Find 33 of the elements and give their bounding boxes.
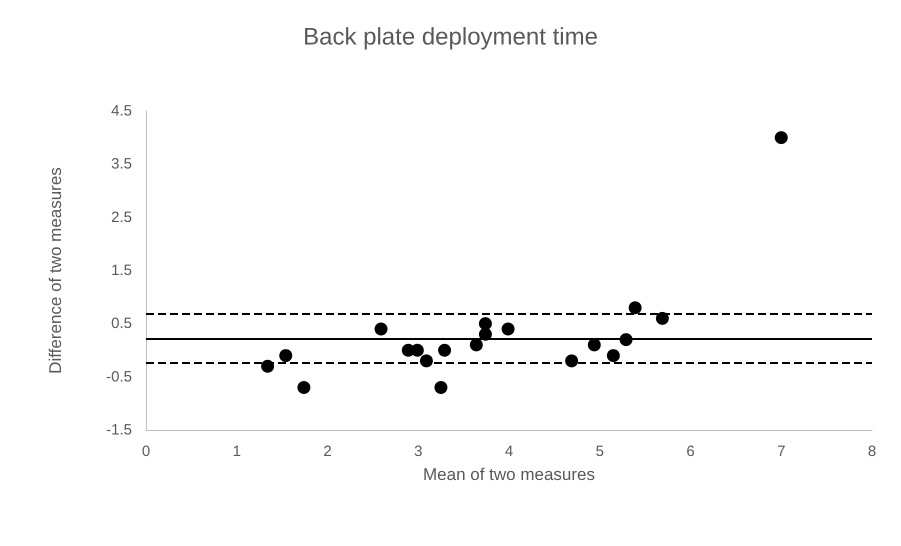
y-tick-label: 1.5	[111, 262, 132, 279]
x-tick-label: 1	[232, 443, 241, 460]
point	[279, 349, 292, 362]
point	[434, 380, 448, 394]
x-tick-label: 5	[596, 443, 604, 460]
y-tick-label: 3.5	[111, 156, 132, 173]
point	[588, 338, 601, 352]
y-tick-label: -0.5	[106, 368, 132, 386]
x-tick-label: 0	[142, 443, 150, 460]
point	[502, 322, 515, 336]
point	[628, 301, 642, 314]
y-axis-title: Difference of two measures	[46, 167, 65, 374]
x-tick-label: 4	[504, 443, 514, 460]
point	[606, 349, 620, 362]
x-tick-label: 8	[868, 443, 876, 460]
x-tick-label: 3	[414, 443, 422, 460]
point	[470, 338, 483, 352]
point	[774, 131, 788, 144]
y-tick-label: 0.5	[111, 315, 132, 332]
point	[410, 344, 424, 357]
x-tick-label: 6	[686, 443, 695, 460]
y-tick-label: -1.5	[106, 422, 132, 438]
point	[656, 312, 669, 325]
x-tick-label: 7	[777, 443, 786, 460]
point	[438, 344, 452, 357]
x-tick-label: 2	[323, 443, 332, 460]
y-tick-label: 4.5	[111, 102, 132, 120]
point	[478, 317, 492, 330]
point	[297, 380, 310, 394]
point	[374, 322, 388, 336]
x-axis-title: Mean of two measures	[423, 465, 595, 484]
chart-title: Back plate deployment time	[303, 24, 598, 50]
y-tick-label: 2.5	[111, 208, 132, 226]
